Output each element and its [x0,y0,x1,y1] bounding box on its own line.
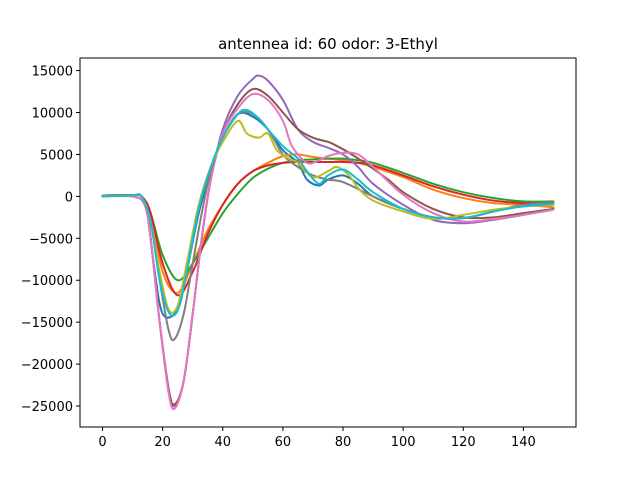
y-tick-label: 10000 [32,107,73,122]
x-tick-label: 120 [451,435,476,450]
series-line-4 [101,160,555,297]
x-tick-label: 40 [215,435,232,450]
y-tick-label: 0 [65,190,73,205]
x-tick-label: 140 [511,435,536,450]
y-tick-label: −5000 [29,232,73,247]
chart-title: antennea id: 60 odor: 3-Ethyl [218,35,438,53]
x-tick-label: 80 [335,435,352,450]
x-tick-label: 100 [391,435,416,450]
y-axis: 15000 10000 5000 0 −5000 −10000 −15000 −20000 −2… [21,65,80,415]
x-tick-label: 60 [275,435,292,450]
series-line-7 [101,92,555,411]
series-line-9 [101,119,555,314]
x-tick-label: 0 [98,435,106,450]
y-tick-label: −15000 [21,316,73,331]
plot-frame [79,57,577,428]
series-line-10 [101,108,555,317]
x-tick-label: 20 [154,435,171,450]
y-tick-label: −20000 [21,358,73,373]
y-tick-label: −10000 [21,274,73,289]
y-tick-label: 15000 [32,65,73,80]
x-axis: 0 20 40 60 80 100 120 140 [98,427,536,450]
y-tick-label: −25000 [21,400,73,415]
series-layer [101,74,555,411]
y-tick-label: 5000 [40,148,73,163]
